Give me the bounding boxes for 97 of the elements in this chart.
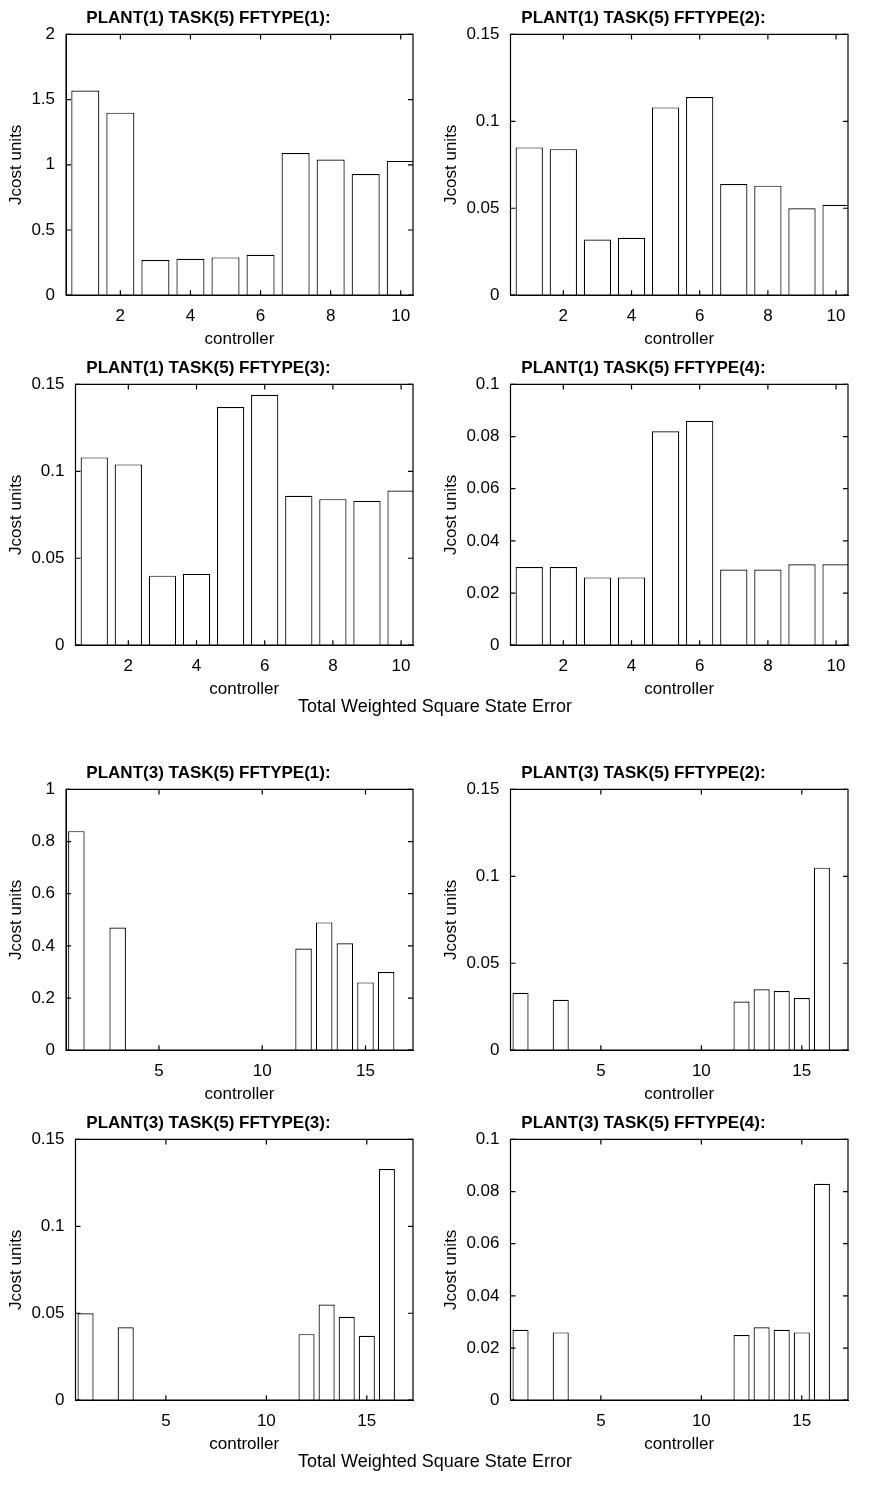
x-tick-label: 15 xyxy=(357,1411,377,1431)
x-tick-label: 8 xyxy=(763,656,773,676)
y-tick-label: 0.08 xyxy=(466,1181,500,1201)
x-tick-label: 10 xyxy=(252,1061,272,1081)
y-tick-label: 0.6 xyxy=(31,883,56,903)
y-axis-title: Jcost units xyxy=(440,474,460,555)
y-tick-label: 0.04 xyxy=(466,530,500,550)
y-tick-label: 0.15 xyxy=(466,779,500,799)
y-tick-label: 0 xyxy=(55,634,65,654)
y-tick-label: 0.15 xyxy=(466,24,500,44)
y-tick-label: 0 xyxy=(490,284,500,304)
y-tick-label: 0 xyxy=(45,1039,56,1059)
x-tick-label: 10 xyxy=(391,306,411,326)
chart-title: PLANT(1) TASK(5) FFTYPE(2): xyxy=(521,7,766,27)
y-axis-title: Jcost units xyxy=(440,124,460,205)
y-axis-title: Jcost units xyxy=(5,474,25,555)
x-axis-title: controller xyxy=(204,1084,275,1104)
y-tick-label: 0.1 xyxy=(475,111,500,131)
y-tick-label: 0.06 xyxy=(466,478,500,498)
x-tick-label: 4 xyxy=(185,306,196,326)
x-tick-label: 4 xyxy=(626,656,637,676)
y-tick-label: 0 xyxy=(490,634,500,654)
y-axis-title: Jcost units xyxy=(5,879,25,960)
y-tick-label: 0.04 xyxy=(466,1285,500,1305)
x-axis-title: controller xyxy=(644,329,715,349)
x-tick-label: 15 xyxy=(792,1411,812,1431)
x-tick-label: 8 xyxy=(763,306,773,326)
y-tick-label: 2 xyxy=(45,24,56,44)
x-tick-label: 6 xyxy=(255,306,266,326)
x-tick-label: 2 xyxy=(558,656,569,676)
y-tick-label: 1.5 xyxy=(31,89,56,109)
x-axis-title: controller xyxy=(644,679,715,699)
x-tick-label: 5 xyxy=(596,1061,606,1081)
y-tick-label: 0.8 xyxy=(31,831,56,851)
y-tick-label: 0 xyxy=(45,284,56,304)
y-tick-label: 0.4 xyxy=(31,935,56,955)
y-tick-label: 0.1 xyxy=(40,461,65,481)
x-tick-label: 15 xyxy=(356,1061,375,1081)
x-tick-label: 2 xyxy=(123,656,134,676)
text: Total Weighted Square State Error xyxy=(298,696,572,716)
y-tick-label: 0.08 xyxy=(466,426,500,446)
y-tick-label: 0.1 xyxy=(475,374,500,394)
x-tick-label: 4 xyxy=(626,306,637,326)
x-tick-label: 5 xyxy=(596,1411,606,1431)
chart-title: PLANT(3) TASK(5) FFTYPE(3): xyxy=(86,1112,331,1132)
x-axis-title: controller xyxy=(209,1434,280,1454)
y-tick-label: 0.15 xyxy=(31,1129,65,1149)
x-tick-label: 10 xyxy=(826,656,846,676)
y-tick-label: 0.05 xyxy=(31,1302,65,1322)
y-tick-label: 0.02 xyxy=(466,582,500,602)
x-tick-label: 5 xyxy=(154,1061,164,1081)
x-tick-label: 10 xyxy=(391,656,411,676)
y-tick-label: 0.2 xyxy=(31,987,56,1007)
x-tick-label: 8 xyxy=(328,656,338,676)
chart-title: PLANT(1) TASK(5) FFTYPE(1): xyxy=(86,7,331,27)
y-axis-title: Jcost units xyxy=(5,1229,25,1310)
x-axis-title: controller xyxy=(644,1434,715,1454)
y-tick-label: 0.05 xyxy=(466,952,500,972)
x-tick-label: 10 xyxy=(256,1411,276,1431)
y-tick-label: 1 xyxy=(45,779,56,799)
y-tick-label: 0.5 xyxy=(31,219,56,239)
chart-title: PLANT(1) TASK(5) FFTYPE(4): xyxy=(521,357,766,377)
x-tick-label: 6 xyxy=(259,656,270,676)
y-tick-label: 0.1 xyxy=(475,866,500,886)
y-tick-label: 1 xyxy=(45,154,56,174)
y-axis-title: Jcost units xyxy=(5,124,25,205)
chart-title: PLANT(3) TASK(5) FFTYPE(4): xyxy=(521,1112,766,1132)
y-tick-label: 0.05 xyxy=(31,547,65,567)
y-tick-label: 0.06 xyxy=(466,1233,500,1253)
y-tick-label: 0.05 xyxy=(466,197,500,217)
x-tick-label: 5 xyxy=(161,1411,171,1431)
x-axis-title: controller xyxy=(204,329,275,349)
chart-title: PLANT(3) TASK(5) FFTYPE(1): xyxy=(86,762,331,782)
text: Total Weighted Square State Error xyxy=(298,1451,572,1471)
x-tick-label: 10 xyxy=(691,1411,711,1431)
x-tick-label: 15 xyxy=(792,1061,812,1081)
chart-title: PLANT(1) TASK(5) FFTYPE(3): xyxy=(86,357,331,377)
x-tick-label: 10 xyxy=(691,1061,711,1081)
y-tick-label: 0.1 xyxy=(40,1216,65,1236)
y-tick-label: 0.1 xyxy=(475,1129,500,1149)
x-tick-label: 8 xyxy=(325,306,336,326)
x-tick-label: 6 xyxy=(694,306,705,326)
y-tick-label: 0 xyxy=(490,1389,500,1409)
x-tick-label: 4 xyxy=(191,656,202,676)
y-tick-label: 0.02 xyxy=(466,1337,500,1357)
x-tick-label: 6 xyxy=(694,656,705,676)
x-tick-label: 2 xyxy=(558,306,569,326)
y-axis-title: Jcost units xyxy=(440,879,460,960)
x-tick-label: 2 xyxy=(115,306,126,326)
x-axis-title: controller xyxy=(209,679,280,699)
chart-title: PLANT(3) TASK(5) FFTYPE(2): xyxy=(521,762,766,782)
y-tick-label: 0 xyxy=(490,1039,500,1059)
y-tick-label: 0 xyxy=(55,1389,65,1409)
y-axis-title: Jcost units xyxy=(440,1229,460,1310)
x-axis-title: controller xyxy=(644,1084,715,1104)
x-tick-label: 10 xyxy=(826,306,846,326)
y-tick-label: 0.15 xyxy=(31,374,65,394)
